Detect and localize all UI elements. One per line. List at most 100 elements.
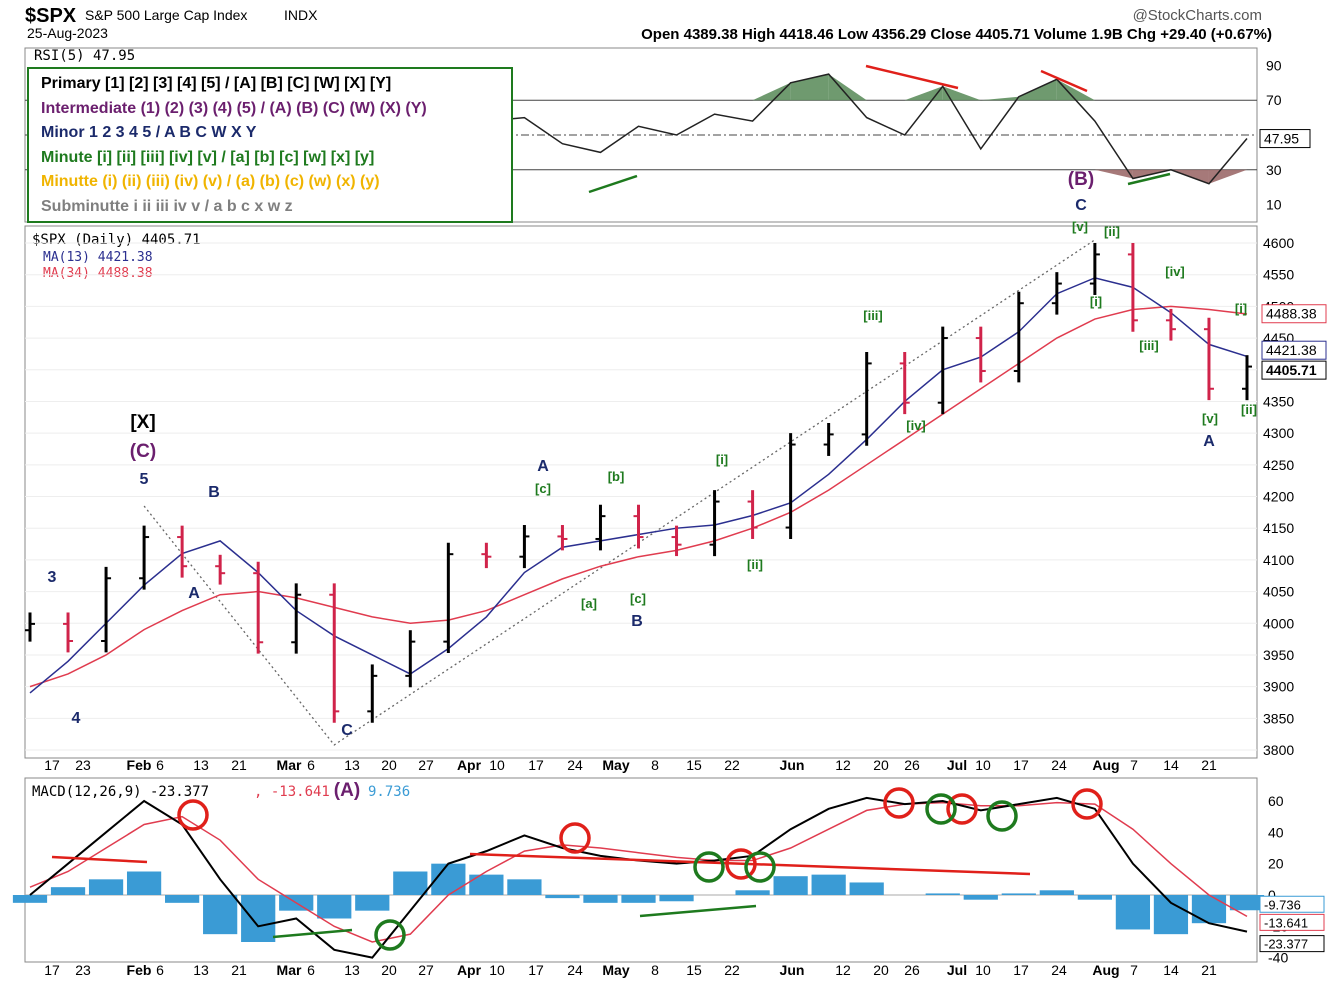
price-tick-4050: 4050 <box>1263 584 1294 600</box>
macd-histogram-bar <box>1039 890 1074 895</box>
legend-minor: Minor 1 2 3 4 5 / A B C W X Y <box>41 124 257 142</box>
price-label: $SPX (Daily) 4405.71 <box>32 232 201 248</box>
rsi-divergence-line <box>1127 172 1171 186</box>
wave-label: B <box>208 484 220 501</box>
wave-label: [i] <box>1235 301 1247 316</box>
x-tick-label: 24 <box>567 757 583 773</box>
x-tick-label: Mar <box>277 757 302 773</box>
price-tick-4350: 4350 <box>1263 393 1294 409</box>
price-bar <box>1013 291 1024 383</box>
macd-histogram-bar <box>88 879 124 895</box>
macd-value-tag: -23.377 <box>1264 937 1308 952</box>
price-bar <box>519 525 530 569</box>
price-bar <box>1127 243 1138 332</box>
x-tick-label: 21 <box>231 757 247 773</box>
macd-histogram-bar <box>925 893 960 895</box>
wave-label: 3 <box>48 569 57 586</box>
macd-label: MACD(12,26,9) -23.377 <box>32 784 209 800</box>
macd-hist-tag-box <box>1259 895 1325 913</box>
ma34-line <box>29 305 1248 688</box>
price-tick-3850: 3850 <box>1263 710 1294 726</box>
wave-label: B <box>631 613 643 630</box>
price-tick-4200: 4200 <box>1263 489 1294 505</box>
wave-label: [i] <box>716 452 728 467</box>
wave-label: 4 <box>72 710 81 727</box>
x-tick-label: 17 <box>528 757 544 773</box>
price-panel-frame <box>24 225 1258 759</box>
x-tick-label: 22 <box>724 757 740 773</box>
x-tick-label: 14 <box>1163 757 1179 773</box>
index-name: S&P 500 Large Cap Index <box>85 7 247 23</box>
macd-panel-frame <box>24 777 1258 963</box>
watermark: @StockCharts.com <box>1133 7 1262 24</box>
rsi-tick-30: 30 <box>1266 162 1282 178</box>
macd-histogram-bar <box>545 895 580 899</box>
x-tick-label: 7 <box>1130 962 1138 978</box>
rsi-value-tag-box <box>1259 129 1311 149</box>
price-bar <box>709 490 720 557</box>
crossover-circle <box>744 851 776 883</box>
price-bar <box>747 490 758 539</box>
price-bar <box>899 352 910 415</box>
rsi-overbought-fill <box>790 74 829 101</box>
x-tick-label: 6 <box>156 757 164 773</box>
macd-annotation-line <box>272 928 353 939</box>
crossover-circle <box>925 793 957 825</box>
rsi-overbought-fill <box>1056 79 1095 101</box>
price-bar <box>63 612 74 653</box>
macd-histogram-bar <box>1153 895 1189 935</box>
x-tick-label: 6 <box>307 962 315 978</box>
crossover-circle <box>1071 788 1103 820</box>
price-bar <box>405 630 416 688</box>
macd-histogram-bar <box>583 895 618 903</box>
macd-histogram-bar <box>165 895 200 903</box>
x-tick-label: 24 <box>567 962 583 978</box>
crossover-circle <box>374 919 406 951</box>
price-tick-4600: 4600 <box>1263 235 1294 251</box>
wave-label: [i] <box>1090 294 1102 309</box>
x-tick-label: 26 <box>904 757 920 773</box>
wave-label: [ii] <box>1241 402 1257 417</box>
price-bar <box>25 612 35 642</box>
macd-hist-label: 9.736 <box>368 784 410 800</box>
ma13-value-tag-box <box>1261 340 1327 360</box>
x-tick-label: 17 <box>1013 757 1029 773</box>
wave-label: A <box>188 585 200 602</box>
x-tick-label: 14 <box>1163 962 1179 978</box>
x-tick-label: 21 <box>1201 757 1217 773</box>
price-tick-4250: 4250 <box>1263 457 1294 473</box>
rsi-overbought-fill <box>828 74 867 101</box>
ma34-label: MA(34) 4488.38 <box>43 266 153 281</box>
macd-signal-tag: -13.641 <box>1264 915 1308 930</box>
x-tick-label: 17 <box>528 962 544 978</box>
macd-histogram-bar <box>1115 895 1151 930</box>
price-bar <box>1051 272 1062 315</box>
wave-label: (C) <box>130 441 156 462</box>
price-bar <box>595 504 606 551</box>
x-tick-label: 15 <box>686 962 702 978</box>
wave-label: [c] <box>630 591 646 606</box>
rsi-overbought-fill <box>980 96 1019 101</box>
x-tick-label: 21 <box>1201 962 1217 978</box>
rsi-tick-90: 90 <box>1266 57 1282 73</box>
price-bar <box>329 583 340 723</box>
macd-histogram-bar <box>811 874 846 895</box>
macd-histogram-bar <box>659 895 694 902</box>
x-tick-label: 21 <box>231 962 247 978</box>
x-tick-label: Apr <box>457 757 482 773</box>
macd-histogram-bar <box>507 879 542 895</box>
price-tick-4550: 4550 <box>1263 267 1294 283</box>
x-tick-label: 8 <box>651 962 659 978</box>
x-tick-label: Jun <box>780 757 805 773</box>
rsi-tick-10: 10 <box>1266 197 1282 213</box>
x-tick-label: Jul <box>947 962 967 978</box>
wave-label: C <box>1075 197 1087 214</box>
trend-line <box>143 239 1096 746</box>
rsi-divergence-line <box>588 174 638 194</box>
macd-histogram-bar <box>50 887 86 895</box>
macd-histogram-bar <box>12 895 48 903</box>
wave-label: [iii] <box>863 308 883 323</box>
rsi-overbought-fill <box>904 86 943 101</box>
x-tick-label: 17 <box>1013 962 1029 978</box>
